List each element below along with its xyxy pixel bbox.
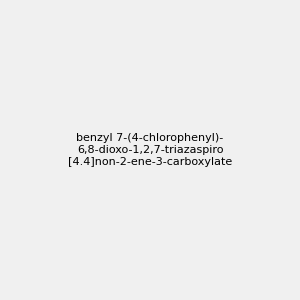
Text: benzyl 7-(4-chlorophenyl)-
6,8-dioxo-1,2,7-triazaspiro
[4.4]non-2-ene-3-carboxyl: benzyl 7-(4-chlorophenyl)- 6,8-dioxo-1,2…: [68, 134, 232, 166]
